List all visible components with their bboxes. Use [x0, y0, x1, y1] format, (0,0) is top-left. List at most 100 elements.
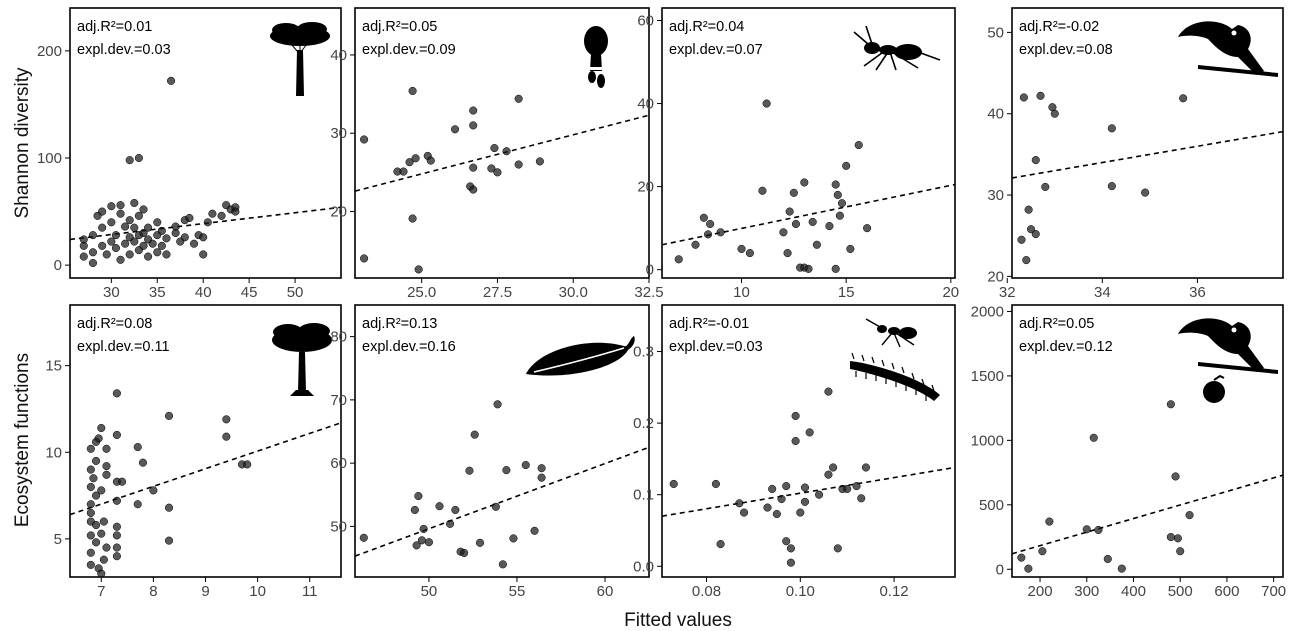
millipede-ant-icon — [850, 318, 940, 401]
x-tick-label: 30.0 — [559, 284, 588, 301]
data-point — [164, 536, 174, 545]
data-point — [162, 234, 171, 243]
panel-4: 32 34 36 20 30 40 50 adj.R²=-0.02 expl.dev.=0.08 — [987, 7, 1284, 301]
y-tick-label: 10 — [45, 444, 62, 461]
data-point — [825, 222, 834, 231]
data-point — [739, 508, 749, 517]
data-point — [148, 239, 157, 248]
data-point — [112, 389, 121, 398]
x-tick-label: 400 — [1121, 583, 1146, 600]
data-point — [102, 470, 111, 479]
data-point — [121, 239, 130, 248]
data-point — [414, 265, 423, 274]
y-tick-label: 60 — [637, 12, 654, 29]
data-point — [92, 538, 101, 547]
data-point — [789, 188, 798, 197]
y-tick-label: 60 — [330, 455, 347, 472]
data-point — [86, 560, 95, 569]
data-point — [107, 237, 116, 246]
data-point — [800, 178, 809, 187]
data-point — [854, 141, 863, 150]
stat-label: adj.R²=-0.01 — [669, 316, 749, 332]
data-point — [116, 201, 125, 210]
data-point — [451, 505, 460, 514]
data-point — [814, 490, 824, 499]
data-point — [86, 465, 95, 474]
panel-8: 200 300 400 500 600 700 0 500 1000 1500 2000 adj.R²… — [971, 303, 1287, 600]
data-point — [1089, 433, 1098, 442]
y-tick-label: 15 — [45, 358, 62, 375]
x-tick-label: 60 — [597, 583, 614, 600]
data-point — [208, 209, 217, 218]
stat-label: adj.R²=-0.02 — [1019, 19, 1099, 35]
data-point — [86, 444, 95, 453]
panel-2: 25.0 27.5 30.0 32.5 20 30 40 adj.R²=0.05 expl.de… — [330, 7, 664, 301]
x-tick-label: 9 — [201, 583, 209, 600]
data-point — [1107, 124, 1116, 133]
data-point — [735, 499, 744, 508]
data-point — [116, 255, 125, 264]
stat-label: expl.dev.=0.09 — [362, 42, 456, 58]
data-point — [768, 484, 777, 494]
data-point — [185, 213, 194, 223]
x-tick-label: 8 — [149, 583, 157, 600]
data-point — [139, 228, 148, 238]
data-point — [1094, 525, 1103, 534]
data-point — [783, 249, 792, 258]
y-tick-label: 0.0 — [633, 558, 654, 575]
y-tick-label: 1000 — [971, 432, 1004, 449]
data-point — [88, 248, 98, 257]
data-point — [98, 207, 107, 216]
y-tick-label: 0 — [646, 262, 654, 279]
data-point — [1103, 554, 1112, 564]
data-point — [831, 180, 840, 189]
data-point — [1031, 156, 1040, 165]
data-point — [502, 466, 511, 475]
x-tick-label: 7 — [97, 583, 105, 600]
data-point — [460, 548, 469, 558]
toucan-fruit-icon — [1178, 318, 1278, 403]
data-point — [134, 153, 143, 163]
data-point — [1107, 182, 1116, 191]
data-point — [490, 144, 499, 153]
stat-label: adj.R²=0.08 — [77, 316, 152, 332]
data-point — [130, 223, 139, 232]
data-point — [98, 223, 107, 232]
data-point — [1173, 534, 1182, 543]
x-tick-label: 30 — [103, 284, 120, 301]
data-point — [102, 543, 111, 552]
data-point — [144, 252, 153, 261]
data-point — [86, 508, 95, 517]
data-point — [125, 156, 134, 165]
data-point — [1179, 94, 1188, 103]
data-point — [711, 479, 720, 488]
y-tick-label: 80 — [330, 329, 347, 346]
data-point — [1117, 564, 1126, 573]
panel-plot-area — [1012, 400, 1283, 573]
data-point — [408, 86, 417, 96]
x-tick-label: 27.5 — [483, 284, 512, 301]
data-point — [97, 529, 106, 538]
data-point — [116, 209, 125, 218]
acacia-tree-icon — [272, 323, 332, 396]
panel-3: 10 15 20 0 20 40 60 adj.R²=0.04 expl.dev.=0.07 — [637, 7, 959, 301]
data-point — [153, 248, 162, 257]
data-point — [134, 211, 143, 220]
y-tick-label: 50 — [987, 24, 1004, 41]
data-point — [502, 147, 511, 156]
ant-icon — [853, 25, 941, 71]
y-tick-label: 2000 — [971, 303, 1004, 320]
data-point — [171, 222, 180, 231]
data-point — [716, 228, 725, 237]
data-point — [112, 430, 121, 439]
panel-1: 30 35 40 45 50 0 100 200 adj.R²=0.01 expl.dev.=0.… — [37, 7, 342, 301]
trend-line — [1012, 130, 1283, 179]
data-point — [791, 219, 800, 229]
data-point — [217, 211, 226, 220]
data-point — [86, 500, 95, 509]
x-tick-label: 0.08 — [692, 583, 721, 600]
data-point — [530, 526, 539, 535]
stat-label: adj.R²=0.01 — [77, 19, 152, 35]
data-point — [514, 160, 523, 169]
y-tick-label: 500 — [979, 497, 1004, 514]
